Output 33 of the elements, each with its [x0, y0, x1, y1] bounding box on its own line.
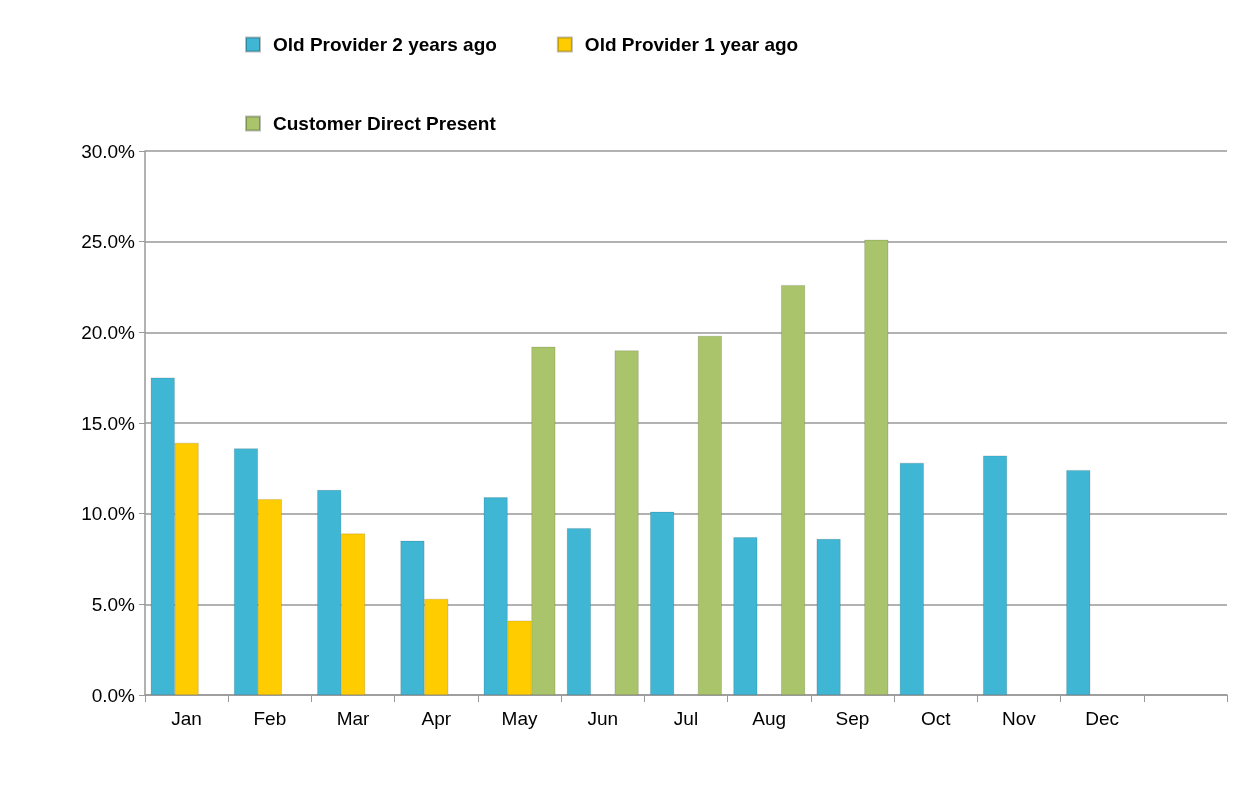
- x-tick-label: Mar: [336, 708, 371, 729]
- y-tick-label: 15.0%: [81, 412, 136, 434]
- legend-label: Old Provider 2 years ago: [273, 34, 497, 55]
- legend-label: Old Provider 1 year ago: [584, 34, 799, 55]
- bar: [614, 350, 639, 695]
- x-tick-label: Jun: [587, 708, 619, 729]
- bar: [733, 537, 758, 695]
- y-tick-label: 5.0%: [91, 593, 136, 615]
- x-tick-label: Dec: [1085, 708, 1120, 729]
- x-tick-label: Sep: [835, 708, 870, 729]
- x-tick-label: Jan: [171, 708, 202, 729]
- y-tick-label: 0.0%: [91, 684, 136, 706]
- bar: [899, 462, 924, 695]
- bar: [864, 239, 889, 695]
- bar: [650, 511, 675, 695]
- x-tick-label: Apr: [421, 708, 452, 729]
- y-tick-label: 30.0%: [81, 140, 136, 162]
- y-tick-label: 20.0%: [81, 321, 136, 343]
- x-tick-label: Nov: [1002, 708, 1037, 729]
- bar: [697, 335, 722, 695]
- bar: [566, 528, 591, 695]
- x-tick-label: Aug: [752, 708, 787, 729]
- bar: [781, 285, 806, 695]
- y-tick-label: 10.0%: [81, 503, 136, 525]
- x-tick-label: May: [501, 708, 538, 729]
- bar: [983, 455, 1007, 695]
- legend-label: Customer Direct Present: [273, 113, 497, 134]
- y-tick-label: 25.0%: [81, 231, 136, 253]
- x-tick-label: Oct: [920, 708, 952, 729]
- bar: [1066, 470, 1091, 695]
- x-tick-label: Feb: [253, 708, 287, 729]
- x-tick-label: Jul: [673, 708, 699, 729]
- bar: [816, 539, 841, 695]
